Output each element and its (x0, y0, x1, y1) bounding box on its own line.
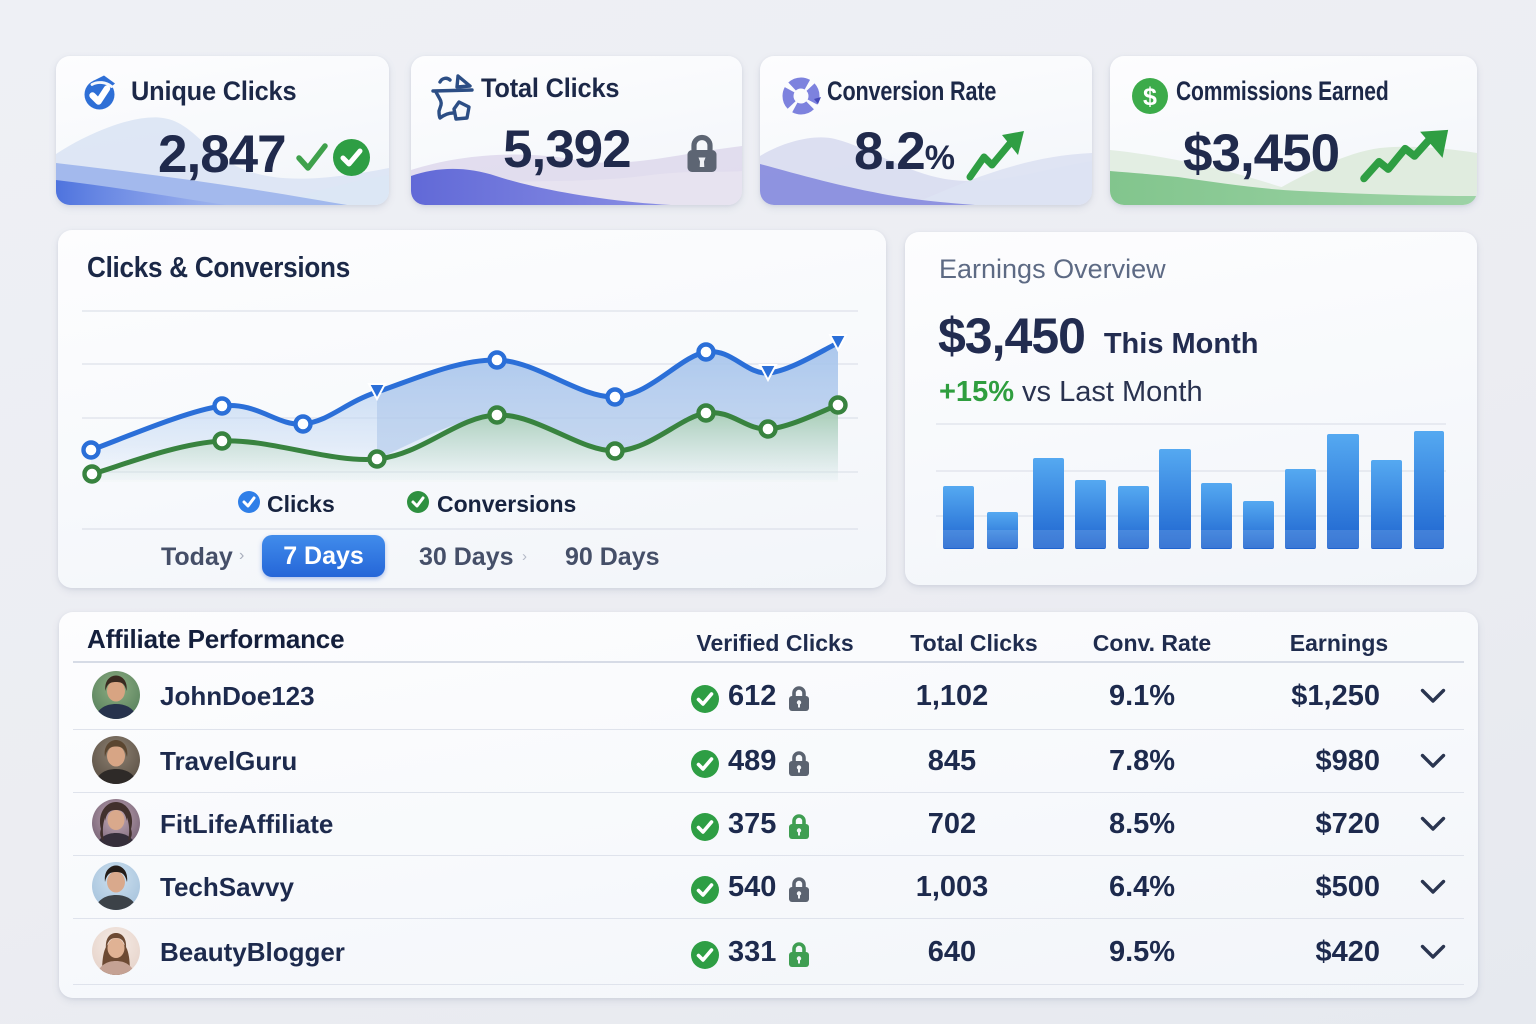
svg-text:$: $ (1143, 83, 1157, 111)
